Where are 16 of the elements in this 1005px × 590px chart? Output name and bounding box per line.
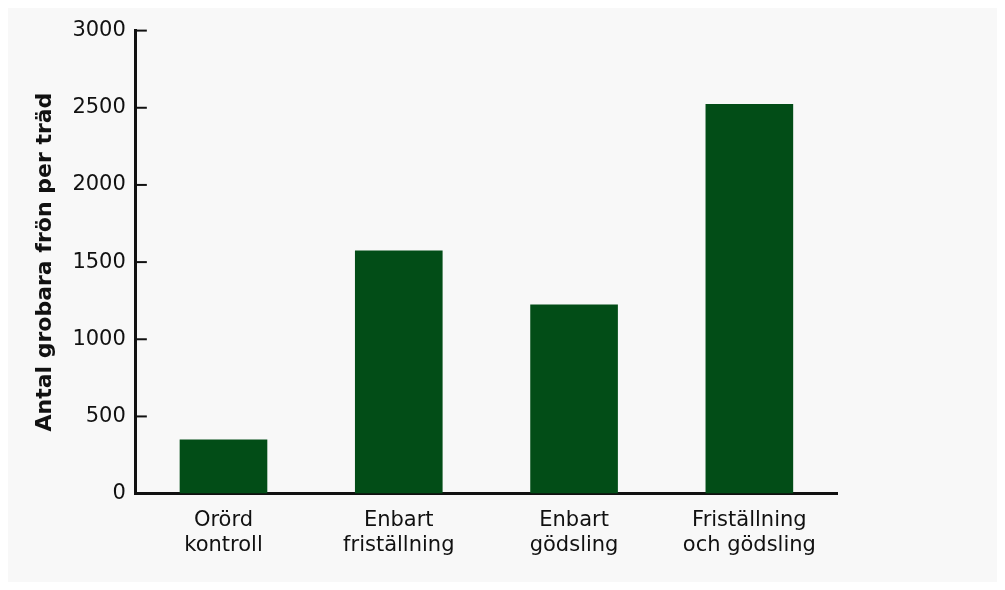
y-tick-label: 1500 xyxy=(72,248,126,273)
y-tick-label: 500 xyxy=(85,402,126,427)
y-tick-label: 2500 xyxy=(72,94,126,119)
x-tick-label: Enbart gödsling xyxy=(529,506,619,556)
y-tick-label: 1000 xyxy=(72,325,126,350)
y-axis-title: Antal grobara frön per träd xyxy=(30,92,56,432)
bar xyxy=(354,250,443,494)
bar xyxy=(530,304,618,494)
y-tick-label: 0 xyxy=(112,480,126,505)
x-tick-label: Orörd kontroll xyxy=(184,506,263,556)
bar xyxy=(179,439,268,494)
y-tick-label: 3000 xyxy=(72,17,126,42)
bar xyxy=(705,103,794,494)
x-tick-label: Enbart friställning xyxy=(343,506,455,556)
y-tick-label: 2000 xyxy=(72,171,126,196)
x-tick-label: Friställning och gödsling xyxy=(682,506,816,556)
